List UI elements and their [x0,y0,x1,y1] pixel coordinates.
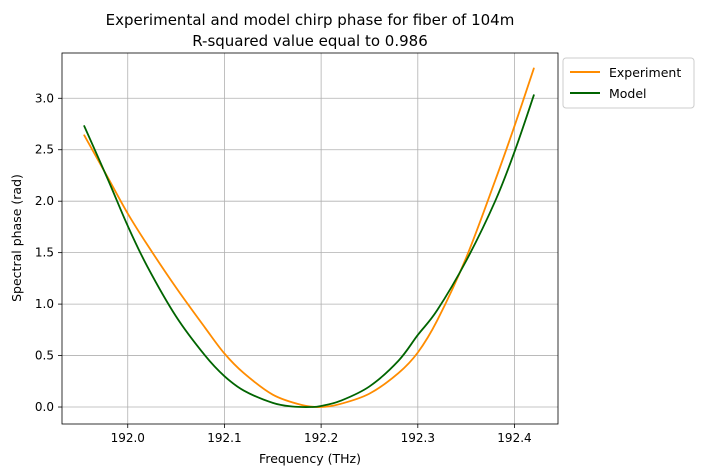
legend-box [562,57,695,109]
legend: Experiment Model [562,57,695,109]
legend-label-model: Model [609,86,647,101]
x-tick-label: 192.1 [207,431,241,445]
x-tick-label: 192.3 [401,431,435,445]
chart-title: Experimental and model chirp phase for f… [106,11,515,29]
plot-area [83,67,535,408]
y-tick-label: 2.5 [35,143,54,157]
y-tick-label: 1.0 [35,297,54,311]
legend-label-experiment: Experiment [609,65,681,80]
chart-subtitle: R-squared value equal to 0.986 [192,32,428,50]
series-line-model [83,94,535,408]
grid [62,53,558,424]
series-line-experiment [83,67,535,408]
plot-frame [61,52,559,425]
y-tick-label: 3.0 [35,91,54,105]
y-tick-label: 0.0 [35,400,54,414]
x-tick-label: 192.0 [111,431,145,445]
axis-ticks: 192.0 192.1 192.2 192.3 192.4 0.0 0.5 1.0 1.5 2.0… [35,91,532,445]
y-axis-label: Spectral phase (rad) [9,174,24,302]
y-tick-label: 0.5 [35,349,54,363]
x-axis-label: Frequency (THz) [259,451,361,466]
x-tick-label: 192.4 [497,431,531,445]
x-tick-label: 192.2 [304,431,338,445]
y-tick-label: 1.5 [35,246,54,260]
y-tick-label: 2.0 [35,194,54,208]
